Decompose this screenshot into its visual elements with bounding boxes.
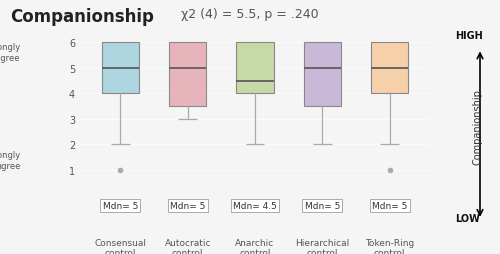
Text: Companionship: Companionship [10, 8, 154, 26]
Text: Mdn= 4.5: Mdn= 4.5 [233, 201, 277, 210]
Text: Mdn= 5: Mdn= 5 [304, 201, 340, 210]
FancyBboxPatch shape [169, 43, 206, 107]
Text: Hierarchical
control: Hierarchical control [295, 238, 350, 254]
Text: strongly
agree: strongly agree [0, 151, 20, 170]
Text: Mdn= 5: Mdn= 5 [170, 201, 205, 210]
Text: HIGH: HIGH [455, 30, 483, 40]
FancyBboxPatch shape [304, 43, 341, 107]
Text: Consensual
control: Consensual control [94, 238, 146, 254]
Text: Companionship: Companionship [472, 89, 482, 165]
FancyBboxPatch shape [102, 43, 139, 94]
Text: χ2 (4) = 5.5, p = .240: χ2 (4) = 5.5, p = .240 [181, 8, 319, 21]
Text: Token-Ring
control: Token-Ring control [365, 238, 414, 254]
Text: strongly
disagree: strongly disagree [0, 43, 20, 62]
FancyBboxPatch shape [371, 43, 408, 94]
FancyBboxPatch shape [236, 43, 274, 94]
Text: Autocratic
control: Autocratic control [164, 238, 211, 254]
Text: Mdn= 5: Mdn= 5 [102, 201, 138, 210]
Text: Anarchic
control: Anarchic control [236, 238, 275, 254]
Text: LOW: LOW [455, 214, 480, 224]
Text: Mdn= 5: Mdn= 5 [372, 201, 408, 210]
